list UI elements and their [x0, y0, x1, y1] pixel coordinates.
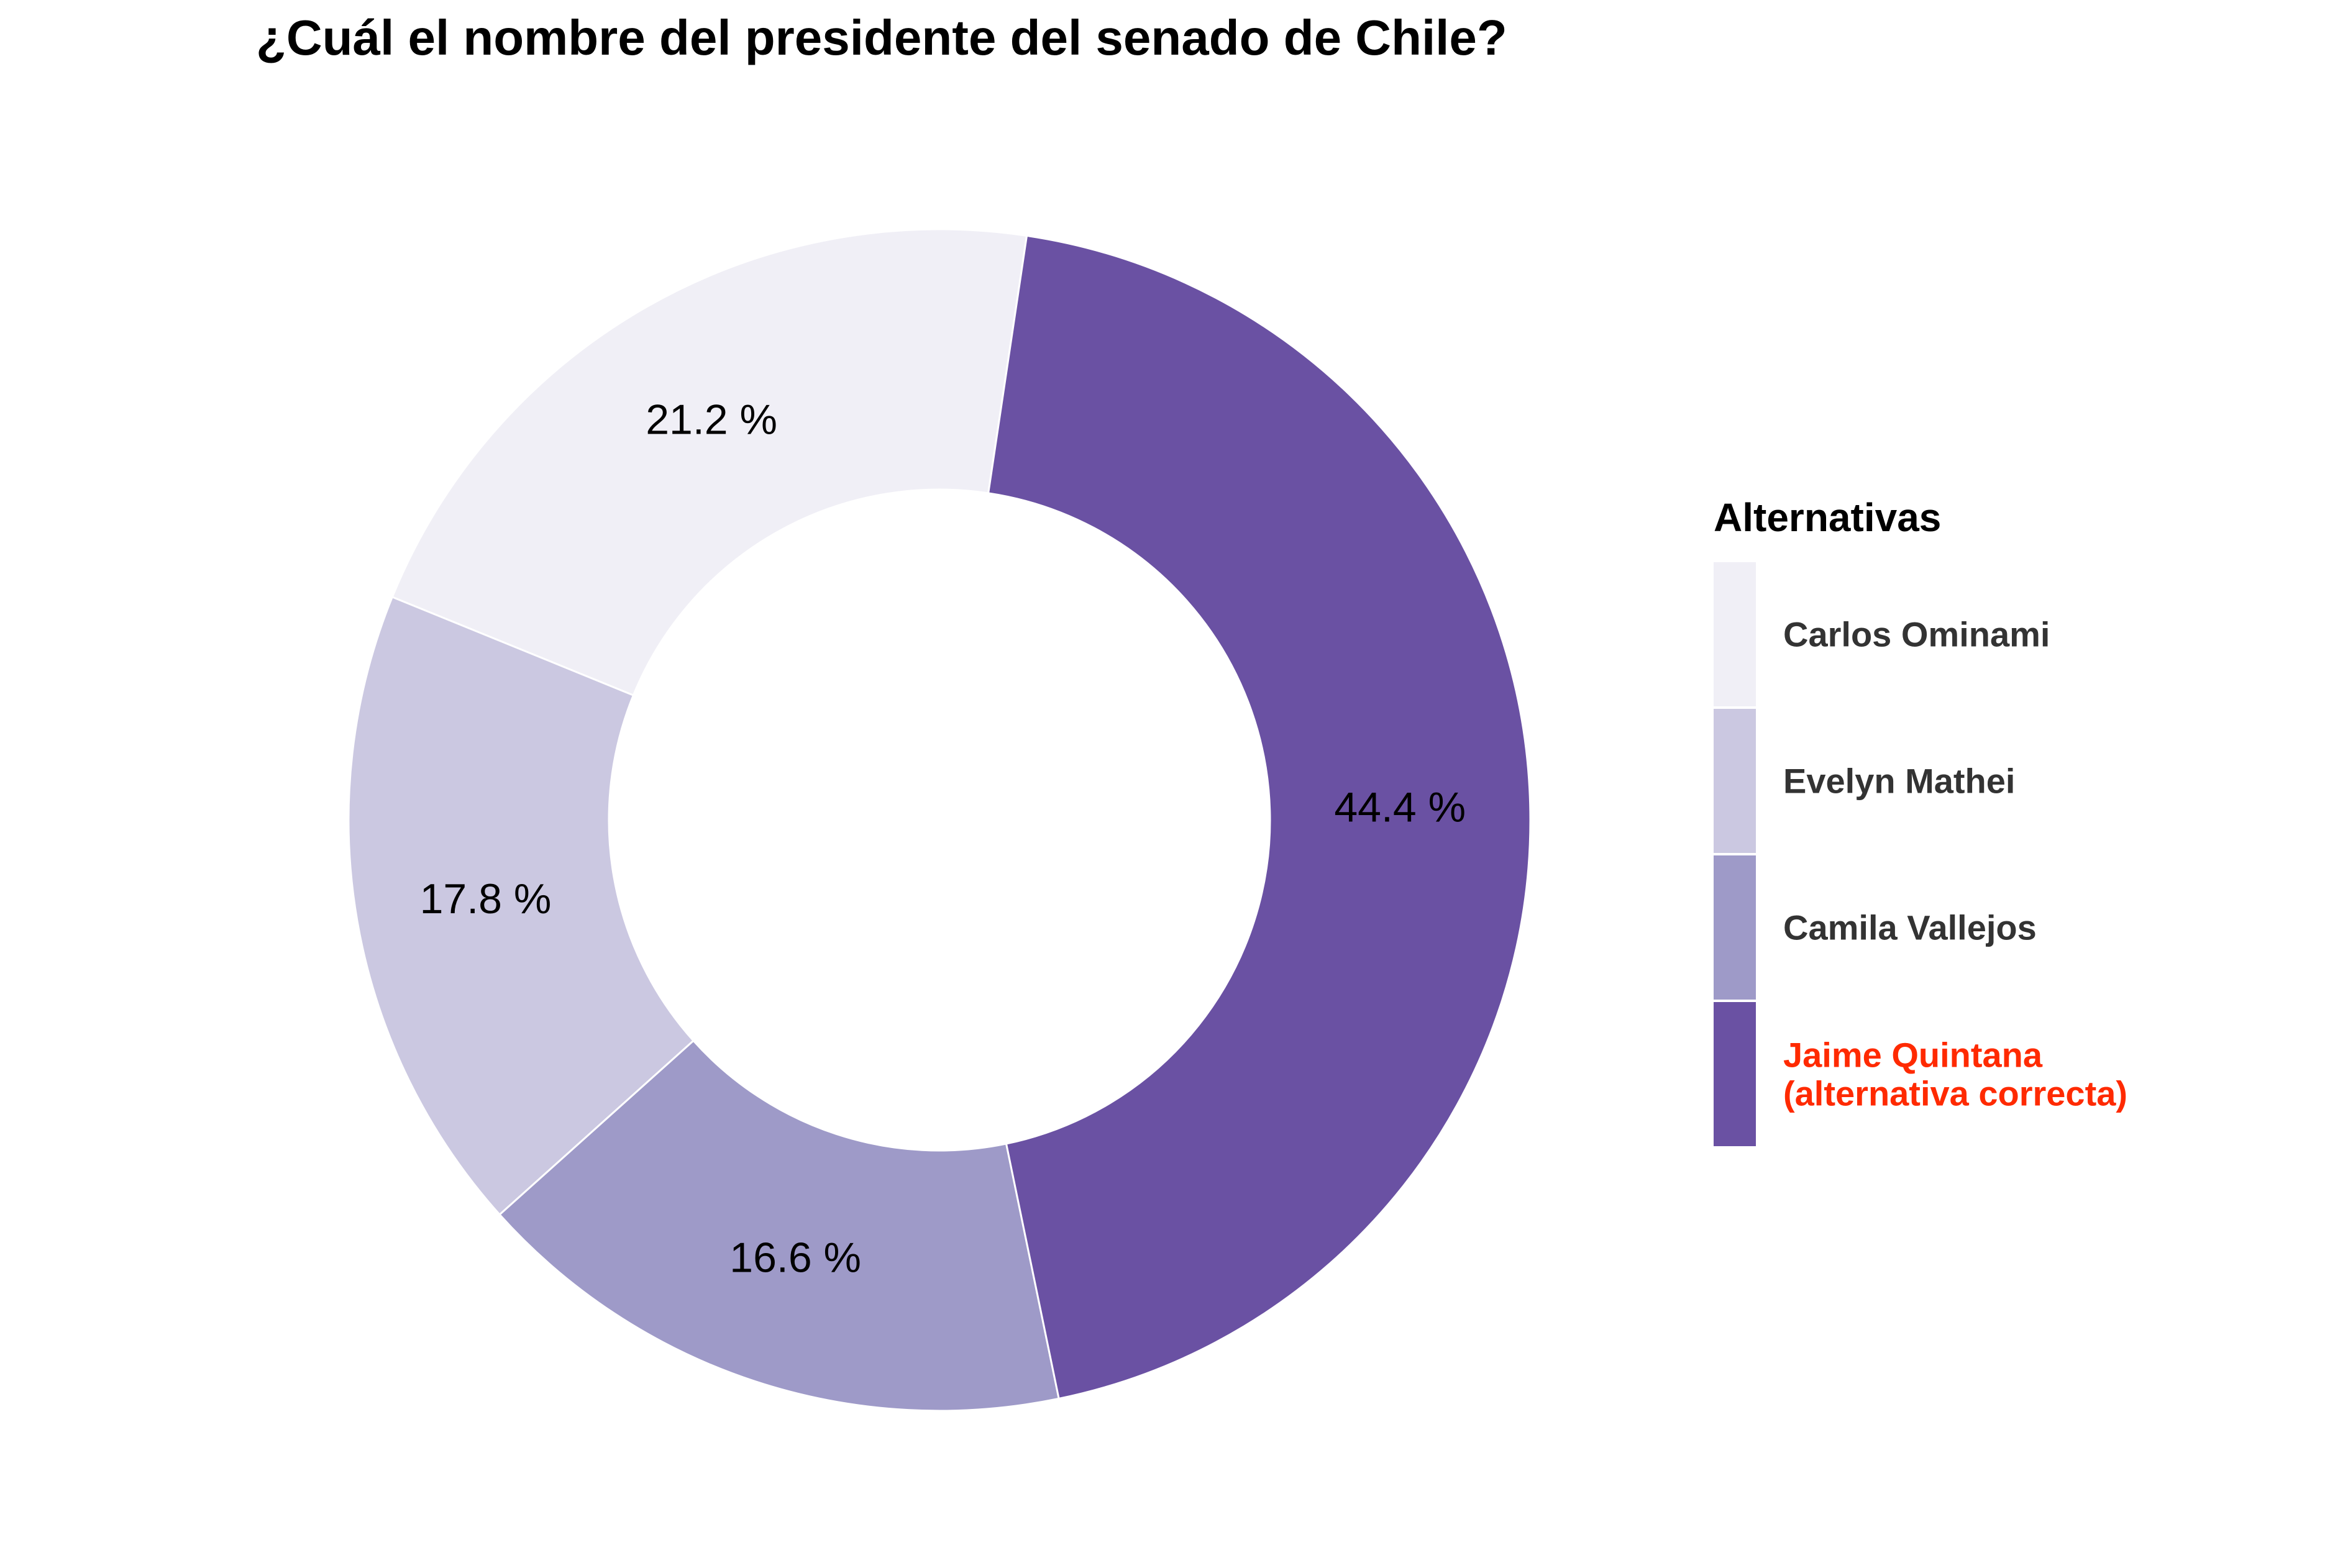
slice-camila-vallejos	[498, 1039, 1060, 1412]
legend-label-camila-vallejos: Camila Vallejos	[1783, 908, 2037, 947]
value-label-carlos-ominami: 21.2 %	[646, 396, 777, 444]
legend-key-camila-vallejos	[1714, 855, 1756, 1000]
legend-item-camila-vallejos: Camila Vallejos	[1714, 855, 2037, 1000]
legend: Carlos Ominami Evelyn Mathei Camila Vallej…	[1714, 562, 2127, 1146]
legend-key-jaime-quintana	[1714, 1002, 1756, 1146]
legend-key-evelyn-mathei	[1714, 709, 1756, 853]
value-label-jaime-quintana: 44.4 %	[1334, 784, 1466, 831]
legend-label-carlos-ominami: Carlos Ominami	[1783, 615, 2050, 654]
legend-key-carlos-ominami	[1714, 562, 1756, 706]
legend-item-carlos-ominami: Carlos Ominami	[1714, 562, 2050, 706]
value-label-evelyn-mathei: 17.8 %	[420, 875, 552, 923]
legend-title: Alternativas	[1714, 495, 1941, 540]
slice-evelyn-mathei	[347, 596, 695, 1216]
slice-jaime-quintana	[987, 234, 1532, 1400]
legend-label-jaime-quintana: Jaime Quintana (alternativa correcta)	[1783, 1036, 2127, 1113]
legend-item-jaime-quintana: Jaime Quintana (alternativa correcta)	[1714, 1002, 2127, 1146]
value-label-camila-vallejos: 16.6 %	[729, 1234, 861, 1281]
slices-group	[347, 228, 1532, 1412]
slice-carlos-ominami	[391, 228, 1028, 697]
legend-item-evelyn-mathei: Evelyn Mathei	[1714, 709, 2015, 853]
value-labels-group: 21.2 % 17.8 % 16.6 % 44.4 %	[420, 396, 1466, 1282]
legend-label-evelyn-mathei: Evelyn Mathei	[1783, 762, 2015, 801]
chart-title: ¿Cuál el nombre del presidente del senad…	[256, 10, 1507, 65]
